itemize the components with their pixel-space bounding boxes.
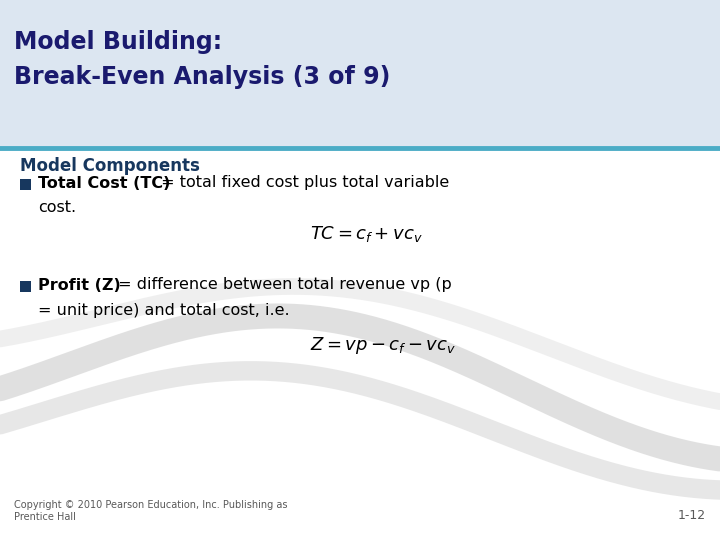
Text: 1-12: 1-12 (678, 509, 706, 522)
Text: Profit (Z): Profit (Z) (38, 278, 121, 293)
Text: Copyright © 2010 Pearson Education, Inc. Publishing as
Prentice Hall: Copyright © 2010 Pearson Education, Inc.… (14, 501, 287, 522)
Bar (0, 0, 720, 148)
Text: = total fixed cost plus total variable: = total fixed cost plus total variable (156, 176, 449, 191)
Text: Model Building:: Model Building: (14, 30, 222, 54)
Text: Break-Even Analysis (3 of 9): Break-Even Analysis (3 of 9) (14, 65, 390, 89)
Bar (20, 281, 31, 292)
Text: = unit price) and total cost, i.e.: = unit price) and total cost, i.e. (38, 302, 289, 318)
Text: $TC = c_f + vc_v$: $TC = c_f + vc_v$ (310, 224, 423, 244)
Text: Model Components: Model Components (20, 157, 200, 175)
Text: Total Cost (TC): Total Cost (TC) (38, 176, 171, 191)
Text: cost.: cost. (38, 200, 76, 215)
Text: $Z = vp - c_f - vc_v$: $Z = vp - c_f - vc_v$ (310, 335, 456, 356)
Bar (20, 179, 31, 190)
Text: = difference between total revenue vp (p: = difference between total revenue vp (p (113, 278, 451, 293)
